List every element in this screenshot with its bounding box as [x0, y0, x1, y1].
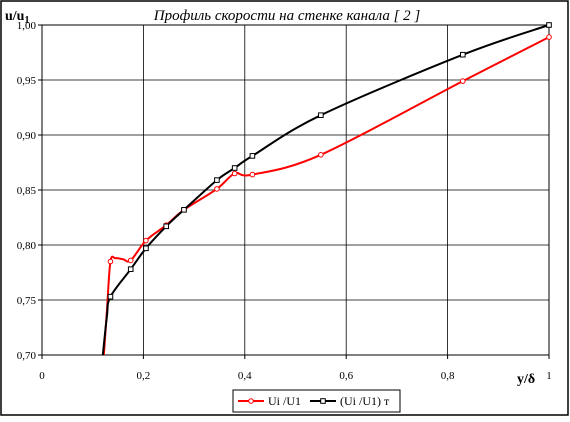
series-1-point [546, 34, 552, 40]
series-2-point [163, 223, 170, 230]
x-tick-label: 0,2 [137, 370, 151, 382]
legend-label-series-2: (Ui /U1) т [340, 394, 390, 408]
series-2-point [143, 245, 149, 252]
y-tick-label: 0,85 [17, 185, 37, 197]
x-tick-label: 1 [546, 370, 552, 382]
series-2-point [249, 153, 256, 159]
series-2-point [127, 266, 134, 272]
series-2-point [318, 112, 324, 119]
legend-label-series-1: Ui /U1 [268, 394, 301, 408]
y-tick-label: 0,70 [17, 350, 37, 362]
y-tick-label: 0,75 [17, 295, 37, 307]
legend: Ui /U1 (Ui /U1) т [232, 389, 401, 413]
series-layer [101, 22, 552, 356]
x-tick-label: 0,8 [441, 370, 455, 382]
series-1-point [107, 258, 114, 265]
series-1-point [318, 152, 324, 158]
y-axis-label-subscript: 1 [24, 15, 29, 26]
x-tick-label: 0,4 [238, 370, 252, 382]
y-axis-label-main: u/u [5, 9, 25, 24]
y-tick-label: 1,00 [17, 20, 37, 32]
series-1-point [249, 171, 256, 178]
axis-ticks: 0,70 0,75 0,80 0,85 0,90 0,95 1,00 0 0,2 0,4 0,6 0,… [17, 20, 552, 382]
series-2-point [460, 51, 466, 58]
y-axis-label: u/u1 [5, 9, 29, 26]
series-2-point [214, 177, 220, 183]
series-1-point [214, 186, 220, 192]
plot-area-border [41, 24, 550, 356]
legend-marker-series-1 [248, 398, 254, 404]
x-tick-label: 0 [39, 370, 45, 382]
series-1-point [127, 257, 134, 264]
y-tick-label: 0,95 [17, 75, 37, 87]
y-tick-label: 0,90 [17, 130, 37, 142]
series-1-point [460, 78, 466, 84]
series-2-point [181, 207, 187, 213]
x-tick-label: 0,6 [339, 370, 353, 382]
series-2-point [546, 22, 552, 28]
y-tick-label: 0,80 [17, 240, 37, 252]
series-1-point [143, 237, 149, 244]
x-axis-label: y/δ [517, 372, 535, 387]
legend-marker-series-2 [320, 398, 326, 404]
series-1-point [231, 170, 238, 177]
series-2-point [231, 165, 238, 171]
chart-title: Профиль скорости на стенке канала [ 2 ] [153, 8, 421, 24]
series-2-point [107, 293, 114, 300]
